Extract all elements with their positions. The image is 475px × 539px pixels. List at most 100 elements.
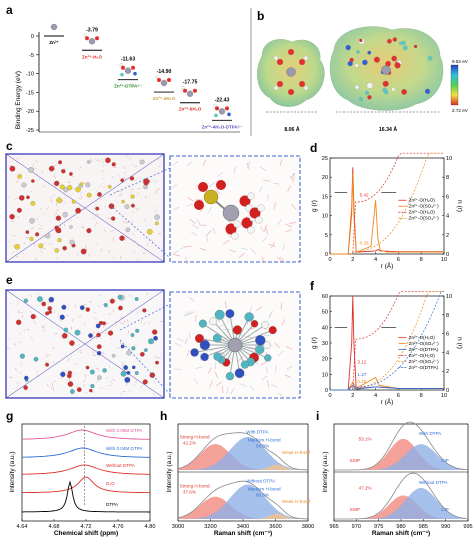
- ylabel-left: g (r): [311, 337, 318, 349]
- water-molecule: [96, 369, 100, 372]
- water-molecule: [83, 304, 87, 306]
- oxygen-atom: [249, 207, 261, 219]
- water-molecule: [258, 186, 263, 193]
- md-atom: [67, 381, 74, 387]
- xtick-label: 970: [352, 524, 361, 530]
- md-atom: [119, 235, 125, 241]
- water-molecule: [124, 221, 128, 223]
- weak-label: Weak H-bond: [282, 499, 310, 504]
- water-molecule: [277, 392, 285, 397]
- water-molecule: [120, 255, 122, 260]
- atom: [255, 345, 265, 355]
- strong-hbond-area: [178, 444, 308, 470]
- water-molecule: [286, 365, 293, 370]
- block-title: Without DTPA: [246, 479, 276, 484]
- water-molecule: [118, 174, 121, 178]
- zn-ion: [222, 204, 240, 222]
- md-atom: [16, 319, 22, 325]
- md-atom: [109, 298, 115, 304]
- sulfur-atom: [203, 189, 219, 205]
- water-molecule: [92, 348, 94, 352]
- nmr-trace: [21, 464, 150, 475]
- atom: [198, 319, 207, 328]
- water-molecule: [155, 356, 158, 359]
- atom: [367, 50, 372, 55]
- md-atom: [143, 178, 149, 184]
- md-atom: [124, 204, 130, 210]
- oxygen-atom: [121, 65, 125, 70]
- water-molecule: [114, 324, 118, 327]
- oxygen-atom: [183, 88, 187, 93]
- md-atom: [61, 304, 67, 310]
- md-atom: [88, 333, 93, 338]
- ytick-right-label: 10: [446, 156, 452, 162]
- water-molecule: [18, 331, 21, 335]
- water-molecule: [125, 383, 128, 387]
- md-atom: [25, 230, 30, 234]
- water-molecule: [185, 203, 193, 207]
- energy-value: -3.79: [86, 27, 98, 33]
- cip-area: [334, 444, 468, 470]
- md-atom: [35, 232, 40, 237]
- water-molecule: [134, 178, 138, 182]
- panel-a-ticks: 0 -5 -10 -15 -20 -25: [26, 34, 39, 134]
- water-molecule: [223, 239, 230, 245]
- atom: [427, 55, 433, 61]
- water-molecule: [17, 302, 20, 305]
- atom: [402, 45, 408, 51]
- water-molecule: [33, 321, 36, 325]
- water-molecule: [60, 377, 64, 379]
- water-molecule: [50, 386, 53, 390]
- ytick-right-label: 8: [446, 175, 449, 181]
- water-molecule: [145, 292, 149, 295]
- md-atom: [67, 185, 73, 191]
- water-molecule: [74, 304, 77, 308]
- molecule-large: [345, 37, 433, 102]
- md-atom: [130, 203, 135, 208]
- water-molecule: [247, 347, 255, 350]
- water-molecule: [8, 195, 11, 199]
- atom: [364, 90, 370, 95]
- xtick-label: 990: [441, 524, 450, 530]
- atom: [255, 335, 266, 346]
- hydrogen-atom: [231, 232, 239, 240]
- water-molecule: [265, 227, 269, 235]
- ylabel-right: n (r): [456, 200, 463, 212]
- water-molecule: [61, 337, 64, 340]
- zn-ion: [124, 67, 132, 74]
- hydrogen-atom: [233, 220, 241, 228]
- ytick-left-label: 20: [322, 357, 328, 363]
- atom: [367, 95, 372, 100]
- ytick-right-label: 2: [446, 233, 449, 239]
- water-molecule: [97, 294, 101, 297]
- energy-value: -14.90: [157, 69, 172, 75]
- panel-b: b: [257, 9, 469, 133]
- oxygen-atom: [215, 106, 219, 111]
- md-atom: [85, 307, 90, 312]
- water-molecule: [144, 195, 147, 199]
- medium-label: Medium H-bond: [248, 487, 281, 492]
- water-molecule: [238, 252, 245, 258]
- ytick-left-label: 20: [322, 175, 328, 181]
- panel-i-ylabel: Intensity (a.u.): [322, 451, 329, 492]
- md-atom: [103, 303, 108, 308]
- panel-g-xlabel: Chemical shift (ppm): [54, 530, 118, 537]
- water-molecule: [122, 220, 125, 224]
- xlabel: r (Å): [381, 397, 394, 406]
- water-molecule: [112, 256, 115, 260]
- water-molecule: [108, 312, 112, 316]
- water-molecule: [187, 197, 194, 202]
- water-molecule: [278, 350, 284, 357]
- atom: [240, 360, 250, 369]
- water-molecule: [207, 367, 212, 374]
- water-molecule: [116, 347, 120, 349]
- md-atom: [24, 375, 29, 381]
- water-molecule: [285, 223, 293, 228]
- water-molecule: [92, 331, 96, 334]
- xtick-label: 10: [441, 393, 447, 399]
- atom: [358, 97, 364, 102]
- water-molecule: [39, 207, 43, 211]
